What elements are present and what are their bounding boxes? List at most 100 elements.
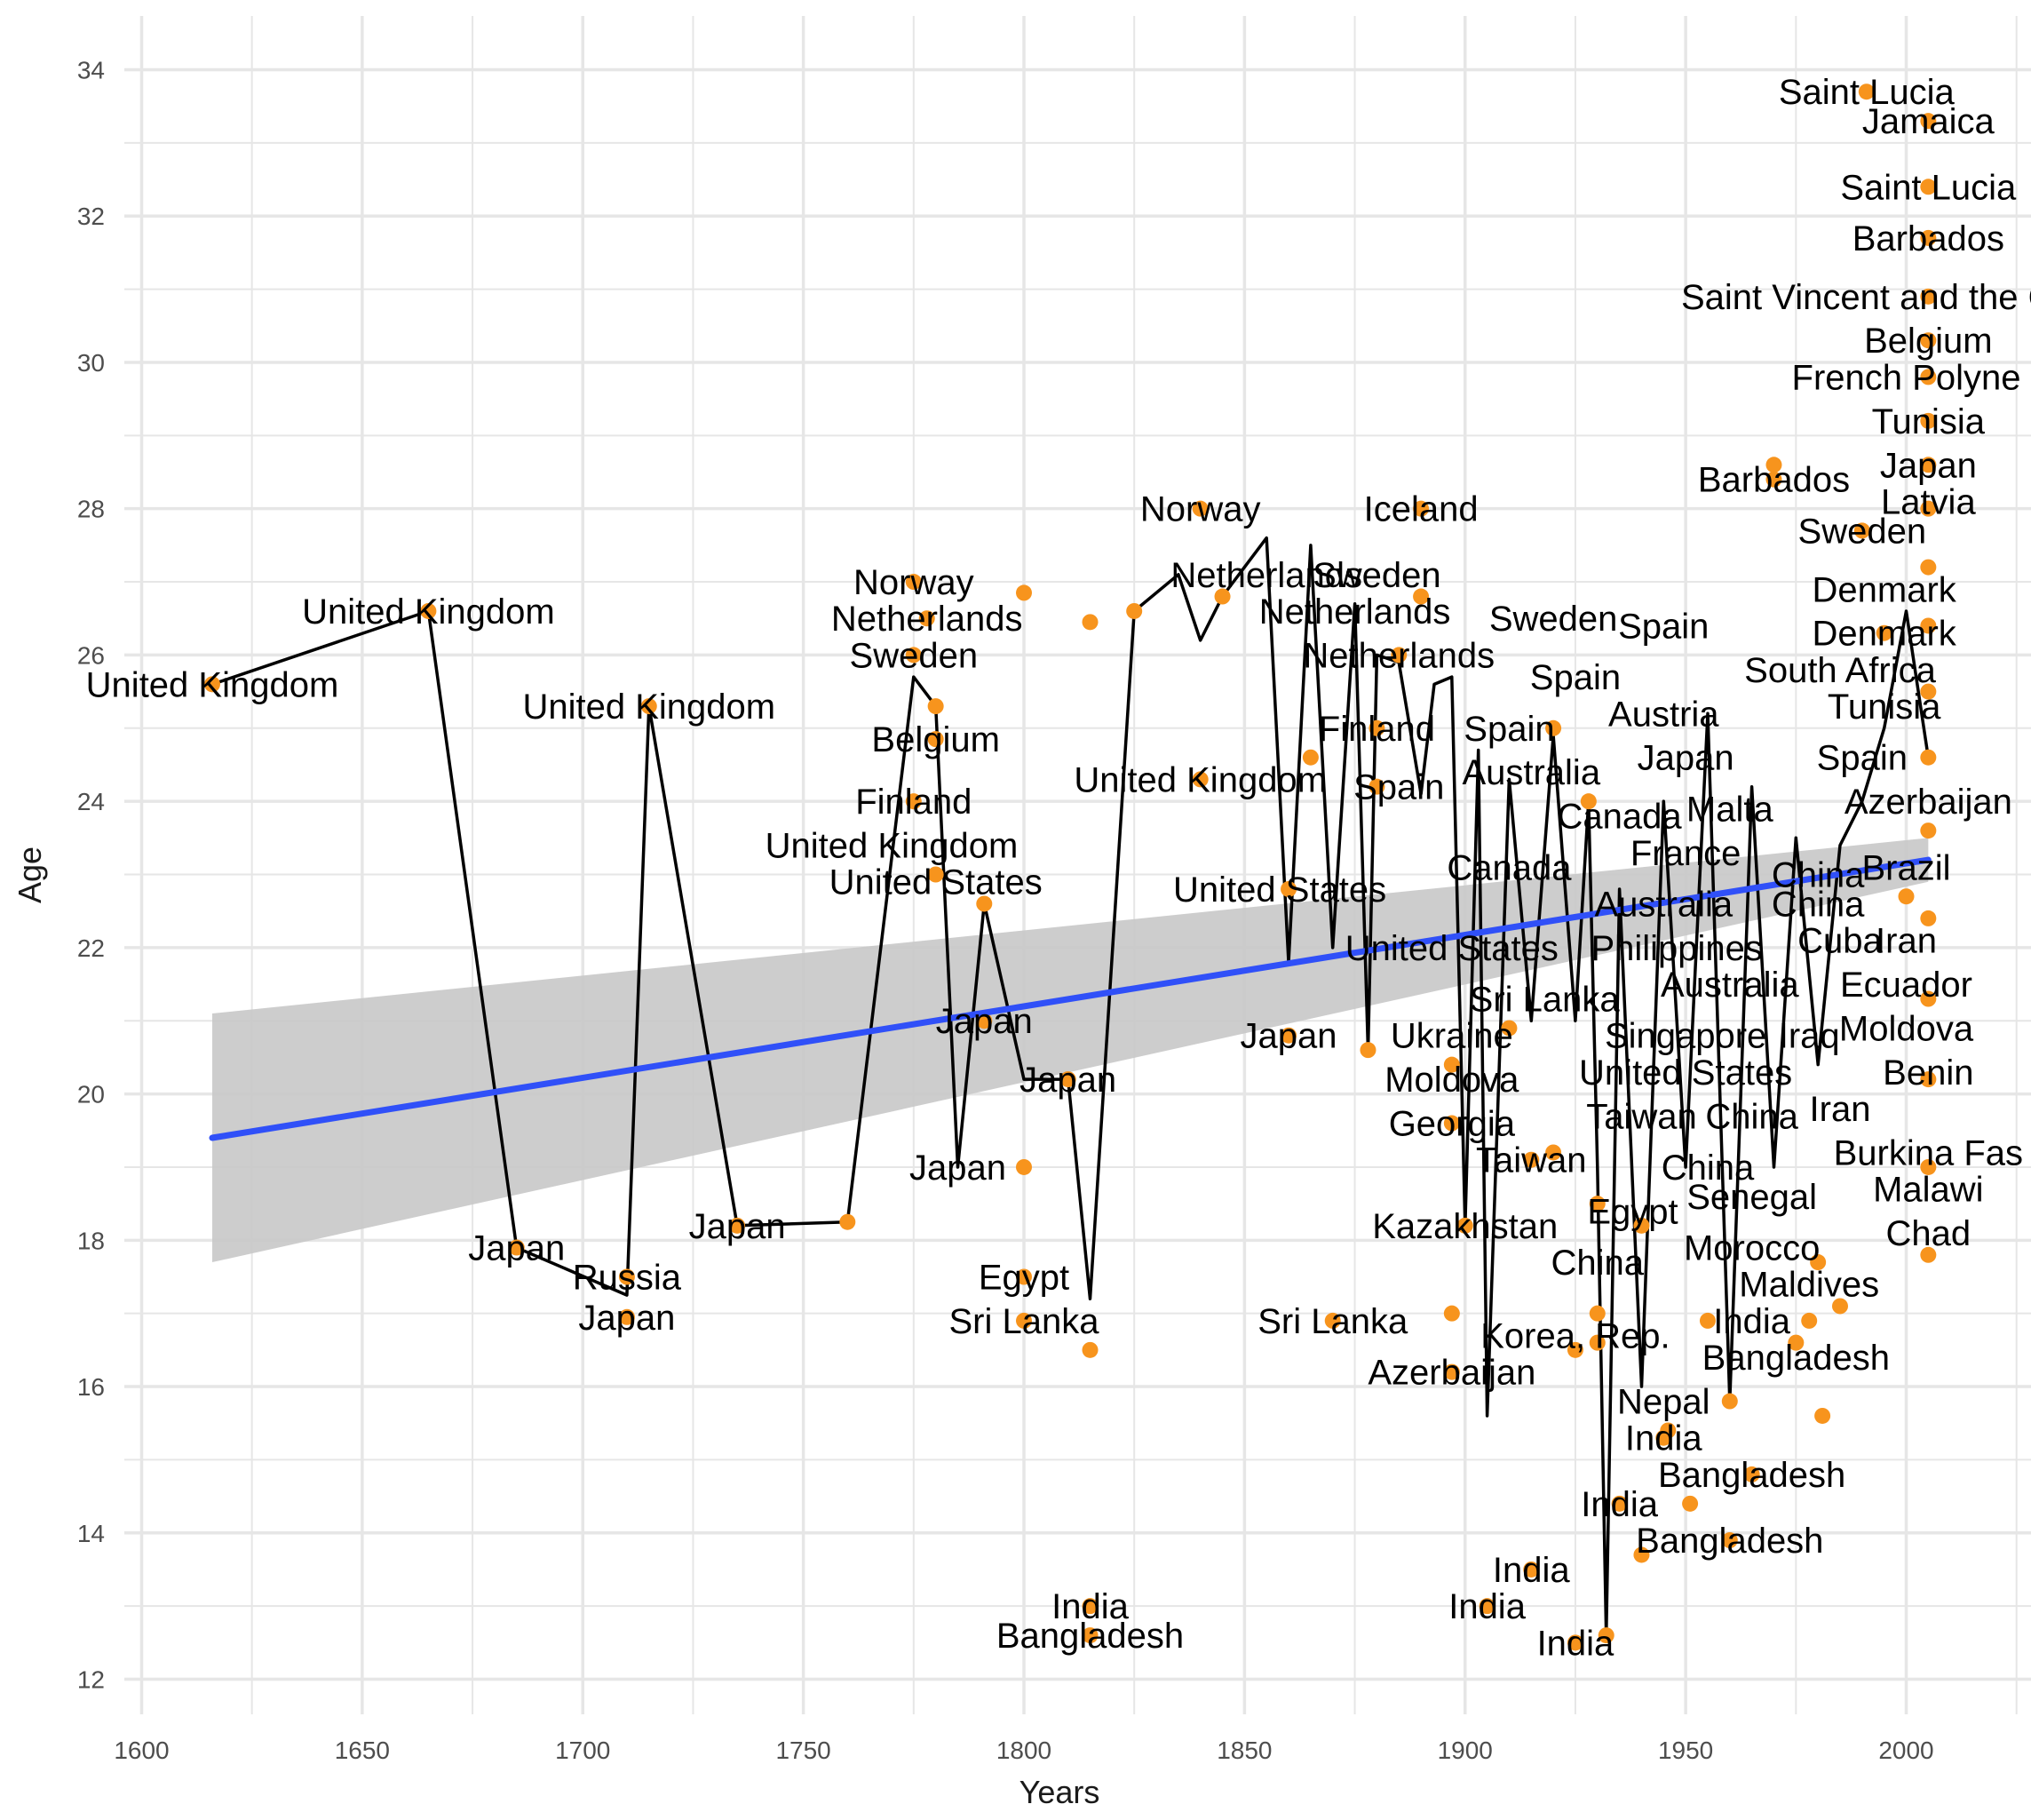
x-tick-label: 1950 (1658, 1737, 1713, 1764)
country-label: Finland (1319, 710, 1435, 749)
data-point (1721, 1393, 1738, 1410)
data-point (1920, 990, 1937, 1007)
data-point (1443, 1363, 1460, 1380)
country-label: Netherlands (831, 600, 1023, 639)
country-label: China (1662, 1148, 1755, 1188)
country-label: Egypt (1587, 1192, 1678, 1231)
data-point (1920, 369, 1937, 385)
data-point (420, 602, 437, 619)
data-point (1059, 1071, 1076, 1088)
country-label: Korea, Rep. (1480, 1316, 1670, 1355)
data-point (1920, 617, 1937, 634)
country-label: Spain (1353, 768, 1444, 807)
data-point (1920, 1246, 1937, 1263)
country-label: Singapore (1605, 1017, 1766, 1056)
data-point (1281, 880, 1297, 897)
x-tick-label: 1900 (1438, 1737, 1493, 1764)
country-label: Cuba (1797, 922, 1883, 961)
country-label: Denmark (1813, 615, 1957, 654)
data-point (1633, 1217, 1650, 1234)
x-tick-label: 1800 (996, 1737, 1051, 1764)
y-axis-ticks: 12 14 16 18 20 22 24 26 28 30 32 34 (77, 57, 105, 1694)
country-label: Ukraine (1391, 1017, 1513, 1056)
data-point (1281, 1027, 1297, 1044)
data-point (1545, 719, 1562, 736)
country-label: Malta (1686, 790, 1774, 829)
country-label: Japan (909, 1148, 1006, 1188)
country-label: Finland (855, 783, 972, 822)
country-label: China (1705, 1097, 1798, 1136)
country-label: Japan (1019, 1061, 1116, 1100)
ci-band (211, 838, 1929, 1263)
data-point (1589, 1334, 1606, 1351)
country-label: Bangladesh (996, 1617, 1184, 1656)
data-point (1853, 522, 1870, 539)
data-point (1479, 1598, 1495, 1615)
country-label: United Kingdom (86, 665, 339, 704)
country-label: Canada (1558, 798, 1683, 837)
data-point (1567, 1341, 1583, 1358)
country-label: Canada (1447, 848, 1572, 887)
data-point (1682, 1495, 1699, 1512)
country-label: Jamaica (1862, 102, 1995, 141)
data-point (1369, 778, 1385, 795)
country-label: Georgia (1389, 1105, 1516, 1144)
data-point (976, 895, 993, 912)
data-point (1920, 683, 1937, 700)
country-label: Ecuador (1840, 966, 1972, 1005)
data-point (1082, 1627, 1099, 1644)
data-point (1920, 500, 1937, 517)
data-point (1589, 1196, 1606, 1212)
country-label: Norway (1140, 490, 1261, 529)
country-label: Benin (1883, 1053, 1973, 1093)
country-label: Iran (1810, 1090, 1871, 1129)
y-tick-label: 22 (77, 934, 105, 962)
data-point (1801, 1312, 1818, 1329)
y-axis-title: Age (12, 846, 48, 903)
y-tick-label: 24 (77, 788, 105, 815)
data-point (1523, 1151, 1540, 1168)
country-label: South Africa (1744, 651, 1936, 690)
country-label: Moldova (1839, 1009, 1974, 1048)
data-point (1920, 179, 1937, 195)
data-point (1443, 1056, 1460, 1073)
data-point (839, 1213, 856, 1230)
data-point (1016, 1158, 1032, 1175)
y-tick-label: 12 (77, 1666, 105, 1694)
data-point (927, 866, 944, 883)
data-point (1082, 1598, 1099, 1615)
data-point (1580, 793, 1597, 810)
country-label: India (1051, 1587, 1129, 1626)
country-label: Sri Lanka (949, 1302, 1100, 1341)
data-point (203, 676, 220, 693)
x-tick-label: 2000 (1878, 1737, 1933, 1764)
country-label: French Polyne (1792, 358, 2021, 397)
data-point (1814, 1407, 1831, 1424)
country-label: Austria (1608, 695, 1719, 734)
data-point (1920, 749, 1937, 766)
country-label: Bangladesh (1702, 1339, 1890, 1378)
data-point (1660, 1422, 1677, 1439)
country-label: Spain (1618, 607, 1709, 646)
country-label: India (1625, 1419, 1702, 1458)
data-point (976, 1013, 993, 1029)
grid (124, 16, 2031, 1714)
country-label: China (1551, 1244, 1645, 1283)
country-label: Japan (1241, 1017, 1337, 1056)
country-label: Belgium (871, 720, 1000, 759)
data-point (1413, 500, 1430, 517)
country-label: Saint Lucia (1840, 168, 2017, 207)
country-label: Belgium (1864, 322, 1993, 361)
trend-line (209, 856, 1932, 1141)
data-point (1324, 1312, 1341, 1329)
data-point (1765, 457, 1782, 473)
series-polyline (211, 536, 1931, 1637)
country-label: United States (1173, 870, 1386, 910)
data-point (618, 1268, 635, 1285)
y-tick-label: 18 (77, 1227, 105, 1254)
y-tick-label: 34 (77, 57, 105, 84)
country-label: India (1537, 1624, 1614, 1663)
data-point (1598, 1627, 1614, 1644)
data-point (1360, 1042, 1376, 1059)
